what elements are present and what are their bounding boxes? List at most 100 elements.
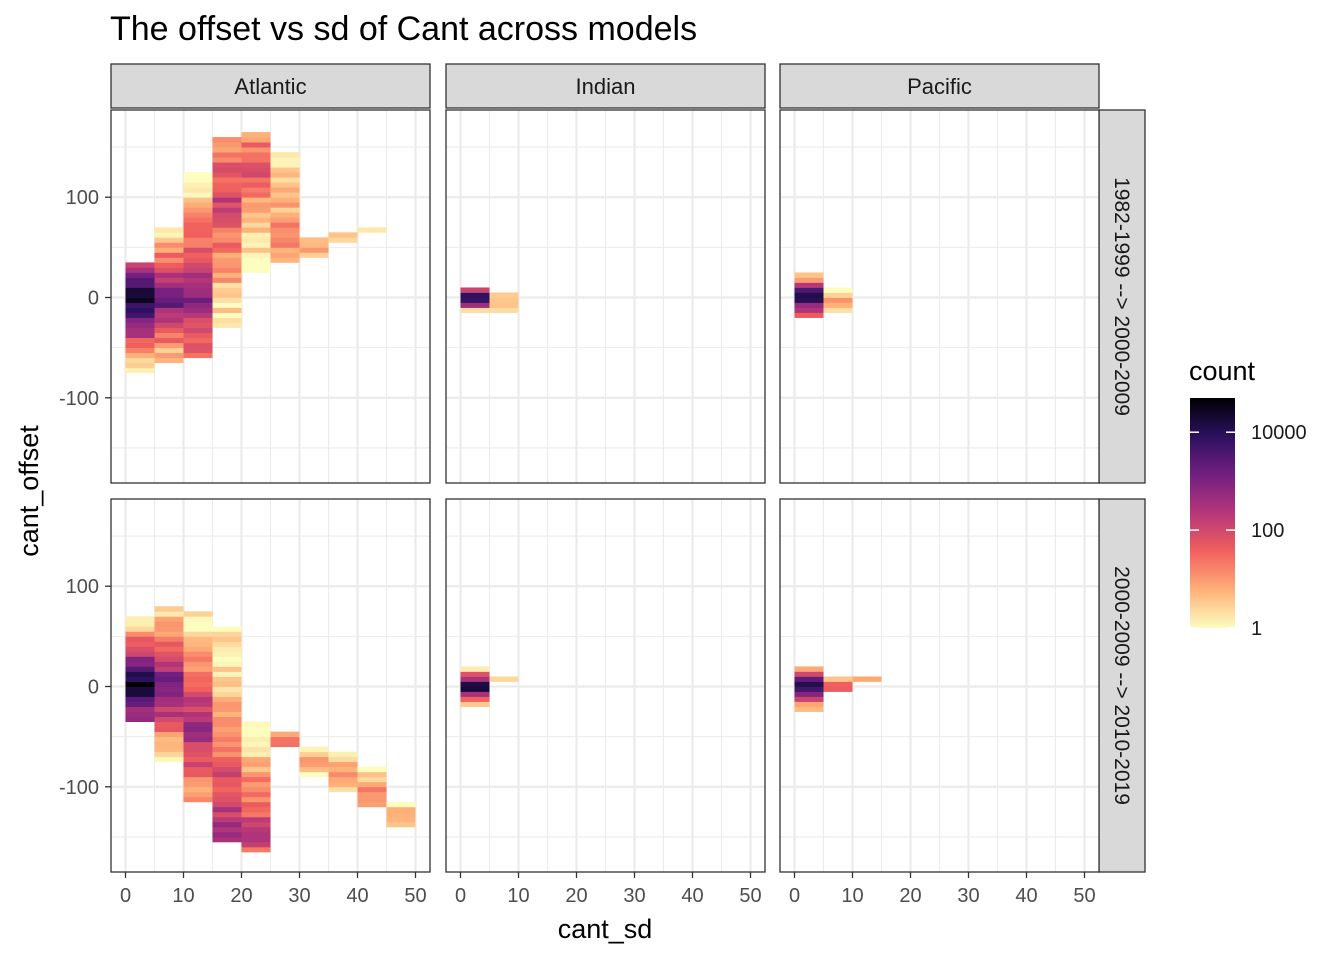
x-axis-title: cant_sd bbox=[558, 914, 653, 944]
heatmap-cell bbox=[183, 696, 213, 702]
x-tick-label: 50 bbox=[739, 885, 761, 907]
legend-tick-label: 10000 bbox=[1251, 422, 1307, 444]
heatmap-cell bbox=[241, 132, 271, 138]
heatmap-cell bbox=[241, 771, 271, 778]
y-tick-label: 0 bbox=[88, 288, 99, 310]
heatmap-cell bbox=[794, 666, 824, 672]
heatmap-cell bbox=[212, 676, 242, 682]
chart-title: The offset vs sd of Cant across models bbox=[110, 10, 697, 48]
heatmap-cell bbox=[460, 691, 490, 697]
heatmap-cell bbox=[183, 756, 213, 763]
heatmap-cell bbox=[125, 631, 155, 637]
heatmap-cell bbox=[125, 292, 155, 298]
heatmap-cell bbox=[154, 616, 184, 622]
heatmap-cell bbox=[212, 821, 242, 828]
heatmap-cell bbox=[183, 786, 213, 793]
panel-atlantic-2 bbox=[110, 498, 431, 873]
heatmap-cell bbox=[241, 736, 271, 743]
heatmap-cell bbox=[270, 242, 300, 248]
heatmap-cell bbox=[241, 726, 271, 733]
heatmap-cell bbox=[212, 656, 242, 662]
heatmap-cell bbox=[154, 352, 184, 359]
heatmap-cell bbox=[328, 761, 358, 768]
heatmap-cell bbox=[154, 746, 184, 753]
heatmap-cell bbox=[212, 776, 242, 783]
heatmap-cell bbox=[241, 836, 271, 843]
heatmap-cell bbox=[212, 691, 242, 697]
heatmap-cell bbox=[125, 661, 155, 667]
heatmap-cell bbox=[270, 167, 300, 173]
facet-strip-row-1: 1982-1999 --> 2000-2009 bbox=[1098, 109, 1146, 484]
heatmap-cell bbox=[270, 736, 300, 743]
y-tick-label: 0 bbox=[88, 677, 99, 699]
heatmap-cell bbox=[794, 307, 824, 313]
heatmap-cell bbox=[212, 177, 242, 183]
heatmap-cell bbox=[489, 302, 519, 308]
heatmap-cell bbox=[328, 232, 358, 238]
heatmap-cell bbox=[183, 247, 213, 253]
heatmap-cell bbox=[125, 342, 155, 349]
heatmap-cell bbox=[183, 332, 213, 339]
heatmap-cell bbox=[212, 192, 242, 198]
heatmap-cell bbox=[212, 307, 242, 313]
heatmap-cell bbox=[125, 686, 155, 692]
heatmap-cell bbox=[154, 252, 184, 258]
heatmap-cell bbox=[823, 307, 853, 313]
heatmap-cell bbox=[241, 846, 271, 853]
heatmap-cell bbox=[270, 202, 300, 208]
heatmap-cell bbox=[212, 167, 242, 173]
heatmap-cell bbox=[241, 212, 271, 218]
heatmap-cell bbox=[212, 222, 242, 228]
heatmap-cell bbox=[357, 776, 387, 783]
heatmap-cell bbox=[328, 786, 358, 793]
heatmap-cell bbox=[183, 322, 213, 328]
heatmap-cell bbox=[794, 701, 824, 707]
panel-border bbox=[110, 498, 431, 873]
heatmap-cell bbox=[357, 766, 387, 773]
heatmap-cell bbox=[212, 232, 242, 238]
heatmap-cell bbox=[270, 247, 300, 253]
heatmap-cell bbox=[183, 661, 213, 667]
heatmap-cell bbox=[212, 292, 242, 298]
heatmap-cell bbox=[183, 337, 213, 344]
panel-border bbox=[779, 109, 1100, 484]
x-tick-label: 40 bbox=[346, 885, 368, 907]
heatmap-cell bbox=[125, 681, 155, 687]
heatmap-cell bbox=[183, 626, 213, 632]
heatmap-cell bbox=[125, 691, 155, 697]
heatmap-cell bbox=[357, 227, 387, 233]
heatmap-cell bbox=[328, 781, 358, 788]
x-tick-label: 0 bbox=[120, 885, 131, 907]
heatmap-cell bbox=[125, 287, 155, 293]
heatmap-cell bbox=[125, 626, 155, 632]
heatmap-cell bbox=[212, 771, 242, 778]
heatmap-cell bbox=[154, 701, 184, 707]
heatmap-cell bbox=[241, 831, 271, 838]
heatmap-cell bbox=[183, 182, 213, 188]
x-tick-label: 40 bbox=[1015, 885, 1037, 907]
panel-pacific-1 bbox=[779, 109, 1100, 484]
heatmap-cell bbox=[270, 207, 300, 213]
panel-border bbox=[779, 498, 1100, 873]
heatmap-cell bbox=[212, 801, 242, 808]
panels-layer: Atlantic Indian Pacific 1982-1999 --> 2000-… bbox=[59, 63, 1146, 907]
heatmap-cell bbox=[212, 272, 242, 278]
x-tick-label: 0 bbox=[455, 885, 466, 907]
heatmap-cells bbox=[794, 272, 853, 318]
heatmap-cell bbox=[241, 207, 271, 213]
heatmap-cell bbox=[154, 726, 184, 733]
heatmap-cell bbox=[460, 292, 490, 298]
heatmap-cell bbox=[125, 701, 155, 707]
heatmap-cell bbox=[241, 152, 271, 158]
heatmap-cell bbox=[125, 322, 155, 328]
heatmap-cell bbox=[154, 751, 184, 758]
heatmap-cell bbox=[212, 282, 242, 288]
heatmap-cell bbox=[212, 646, 242, 652]
heatmap-cell bbox=[183, 676, 213, 682]
heatmap-cell bbox=[270, 187, 300, 193]
heatmap-cell bbox=[212, 811, 242, 818]
heatmap-cell bbox=[489, 307, 519, 313]
heatmap-cell bbox=[154, 227, 184, 233]
heatmap-cell bbox=[125, 671, 155, 677]
heatmap-cells bbox=[460, 666, 519, 707]
